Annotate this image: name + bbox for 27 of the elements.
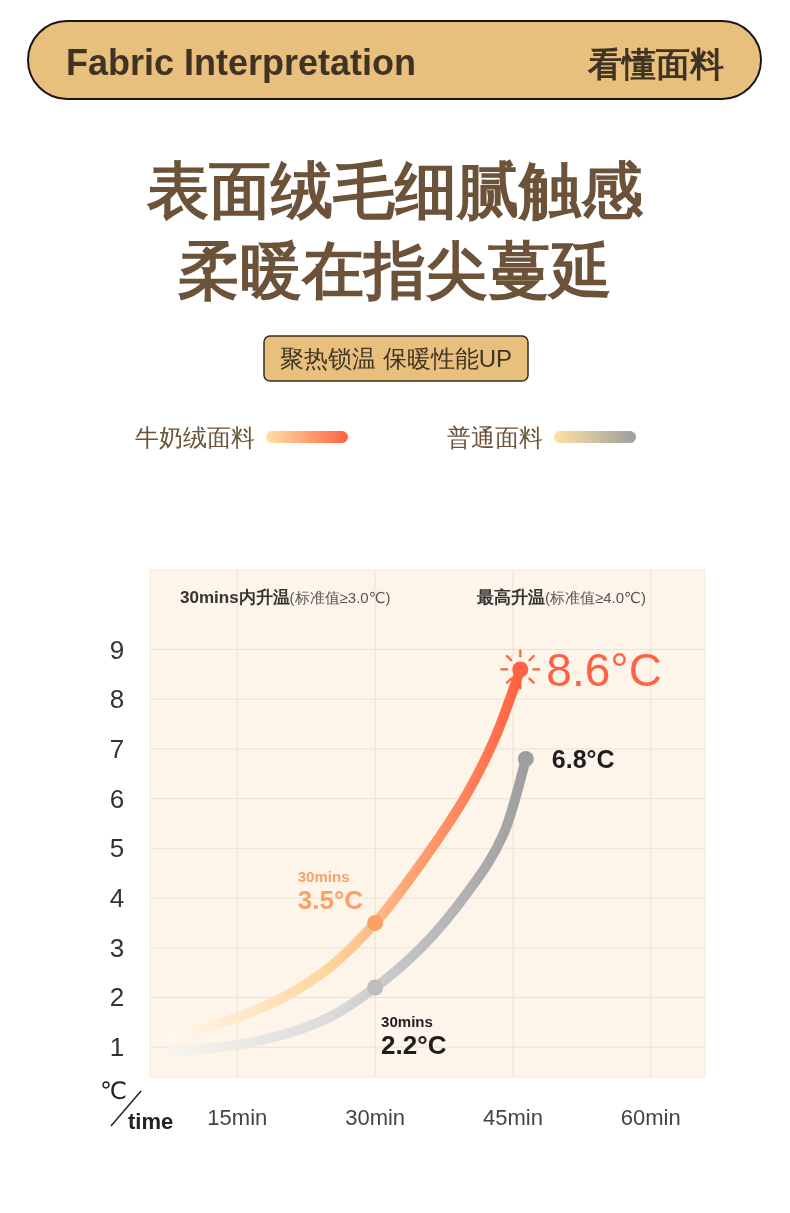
x-tick-label: 45min <box>482 1105 543 1130</box>
value-label: 8.6°C <box>546 643 662 696</box>
y-tick-label: 4 <box>109 883 125 914</box>
banner: Fabric Interpretation 看懂面料 <box>27 20 762 100</box>
chart-subtitle: 聚热锁温 保暖性能UP <box>279 345 513 372</box>
annotation: 最高升温(标准值≥4.0℃) <box>476 588 646 607</box>
value-label: 30mins 3.5°C <box>297 867 364 915</box>
y-tick-label: 7 <box>109 733 125 764</box>
annotation: 30mins内升温(标准值≥3.0℃) <box>180 588 391 607</box>
x-tick-label: 15min <box>207 1105 268 1130</box>
value-label: 6.8°C <box>551 744 615 773</box>
y-tick-label: 6 <box>109 783 125 814</box>
y-tick-label: 2 <box>109 982 125 1013</box>
chart-title: 表面绒毛细腻触感柔暖在指尖蔓延 <box>147 156 643 305</box>
value-label: 30mins 2.2°C <box>381 1012 447 1060</box>
y-tick-label: 3 <box>109 932 125 963</box>
legend-label: 普通面料 <box>447 424 543 451</box>
y-tick-label: 5 <box>109 833 125 864</box>
y-tick-label: 9 <box>109 634 125 665</box>
y-tick-label: 1 <box>109 1032 125 1063</box>
x-tick-label: 60min <box>620 1105 681 1130</box>
y-tick-label: 8 <box>109 684 125 715</box>
subtitle: 聚热锁温 保暖性能UP <box>263 335 529 382</box>
x-tick-label: 30min <box>345 1105 406 1130</box>
y-axis-title: ℃ <box>100 1077 127 1104</box>
x-axis-title: time <box>128 1109 174 1134</box>
legend-label: 牛奶绒面料 <box>135 424 255 451</box>
